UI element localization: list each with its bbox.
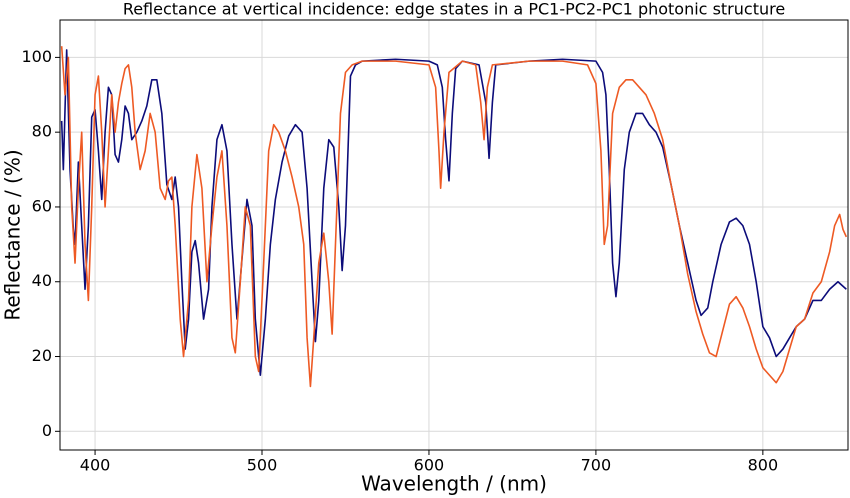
y-tick-label: 0 [42, 421, 52, 440]
y-tick-label: 100 [21, 47, 52, 66]
y-tick-label: 80 [32, 122, 52, 141]
x-axis-label: Wavelength / (nm) [361, 472, 547, 496]
x-tick-label: 400 [80, 456, 111, 475]
y-tick-label: 20 [32, 346, 52, 365]
x-tick-label: 600 [414, 456, 445, 475]
plot-frame [59, 19, 849, 451]
x-tick-label: 800 [748, 456, 779, 475]
x-tick-label: 500 [247, 456, 278, 475]
series-line [60, 49, 847, 377]
y-tick-label: 40 [32, 271, 52, 290]
y-tick-label: 60 [32, 196, 52, 215]
y-axis-label: Reflectance / (%) [1, 149, 25, 320]
series-line [60, 46, 848, 388]
chart-title: Reflectance at vertical incidence: edge … [123, 0, 785, 19]
x-tick-label: 700 [581, 456, 612, 475]
